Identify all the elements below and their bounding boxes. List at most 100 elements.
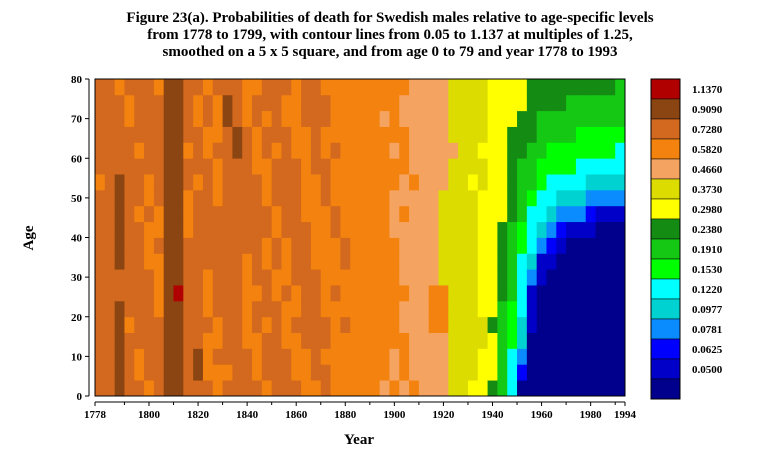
heatmap-cell [536, 126, 547, 143]
heatmap-cell [360, 316, 371, 333]
heatmap-cell [153, 364, 165, 381]
heatmap-cell [124, 269, 135, 286]
heatmap-cell [497, 364, 508, 381]
heatmap-cell [615, 94, 626, 112]
heatmap-cell [193, 189, 204, 207]
heatmap-cell [193, 253, 204, 270]
heatmap-cell [487, 189, 498, 207]
heatmap-cell [173, 110, 184, 127]
heatmap-cell [95, 285, 106, 302]
heatmap-cell [497, 205, 508, 223]
heatmap-cell [144, 380, 155, 397]
heatmap-cell [428, 316, 439, 333]
heatmap-cell [183, 94, 194, 112]
heatmap-cell [281, 269, 292, 286]
heatmap-cell [310, 79, 322, 96]
y-tick-label: 10 [71, 351, 83, 363]
legend-frame [650, 78, 681, 400]
heatmap-cell [124, 221, 135, 238]
heatmap-cell [497, 142, 508, 159]
heatmap-cell [104, 237, 116, 254]
heatmap-cell [291, 364, 302, 381]
heatmap-cell [134, 380, 145, 397]
heatmap-cell [144, 126, 155, 143]
heatmap-cell [389, 269, 400, 286]
heatmap-cell [163, 110, 174, 127]
heatmap-cell [252, 94, 263, 112]
legend-label: 0.7280 [692, 124, 723, 136]
heatmap-cell [369, 189, 381, 207]
heatmap-cell [497, 237, 508, 254]
heatmap-cell [438, 205, 449, 223]
heatmap-cell [95, 158, 106, 175]
heatmap-cell [585, 348, 596, 365]
heatmap-cell [556, 142, 567, 159]
heatmap-cell [114, 142, 125, 159]
heatmap-cell [95, 348, 106, 365]
heatmap-cell [369, 126, 381, 143]
heatmap-cell [252, 237, 263, 254]
heatmap-cell [418, 316, 430, 333]
heatmap-cell [271, 316, 282, 333]
heatmap-cell [517, 205, 528, 223]
heatmap-cell [526, 364, 538, 381]
heatmap-cell [301, 126, 312, 143]
heatmap-cell [566, 142, 577, 159]
heatmap-cell [340, 174, 351, 191]
heatmap-cell [291, 285, 302, 302]
heatmap-cell [458, 158, 469, 175]
heatmap-cell [428, 94, 439, 112]
heatmap-cell [418, 142, 430, 159]
heatmap-cell [566, 380, 577, 397]
x-tick-label: 1820 [187, 409, 210, 421]
heatmap-cell [144, 94, 155, 112]
heatmap-cell [526, 316, 538, 333]
heatmap-cell [310, 237, 322, 254]
heatmap-cell [399, 253, 410, 270]
heatmap-cell [399, 158, 410, 175]
heatmap-cell [497, 380, 508, 397]
heatmap-cell [183, 269, 194, 286]
heatmap-cell [409, 253, 420, 270]
plot-frame [94, 78, 626, 397]
heatmap-cell [605, 380, 616, 397]
heatmap-cell [360, 269, 371, 286]
heatmap-cell [232, 174, 243, 191]
heatmap-cell [222, 332, 233, 349]
heatmap-cell [232, 348, 243, 365]
heatmap-cell [379, 380, 390, 397]
heatmap-cell [360, 158, 371, 175]
heatmap-cell [95, 316, 106, 333]
heatmap-cell [369, 285, 381, 302]
heatmap-cell [399, 94, 410, 112]
heatmap-cell [104, 348, 116, 365]
heatmap-cell [389, 126, 400, 143]
heatmap-cell [605, 158, 616, 175]
heatmap-cell [467, 189, 479, 207]
heatmap-cell [418, 300, 430, 318]
heatmap-cell [536, 364, 547, 381]
heatmap-cell [477, 110, 488, 127]
heatmap-cell [585, 79, 596, 96]
heatmap-cell [369, 348, 381, 365]
heatmap-cell [497, 332, 508, 349]
heatmap-cell [163, 189, 174, 207]
heatmap-cell [193, 237, 204, 254]
heatmap-cell [379, 285, 390, 302]
heatmap-cell [320, 221, 331, 238]
title-line-1: Figure 23(a). Probabilities of death for… [126, 10, 654, 26]
heatmap-cell [271, 189, 282, 207]
heatmap-cell [546, 364, 557, 381]
heatmap-cell [566, 221, 577, 238]
y-axis: 0 10 20 30 40 50 60 70 80 [71, 74, 90, 403]
heatmap-cell [281, 142, 292, 159]
heatmap-cell [291, 126, 302, 143]
heatmap-cell [428, 253, 439, 270]
heatmap-cell [458, 364, 469, 381]
heatmap-cell [330, 316, 341, 333]
heatmap-cell [536, 380, 547, 397]
heatmap-cell [399, 285, 410, 302]
heatmap-cell [595, 332, 606, 349]
heatmap-cell [389, 158, 400, 175]
heatmap-cell [242, 269, 253, 286]
